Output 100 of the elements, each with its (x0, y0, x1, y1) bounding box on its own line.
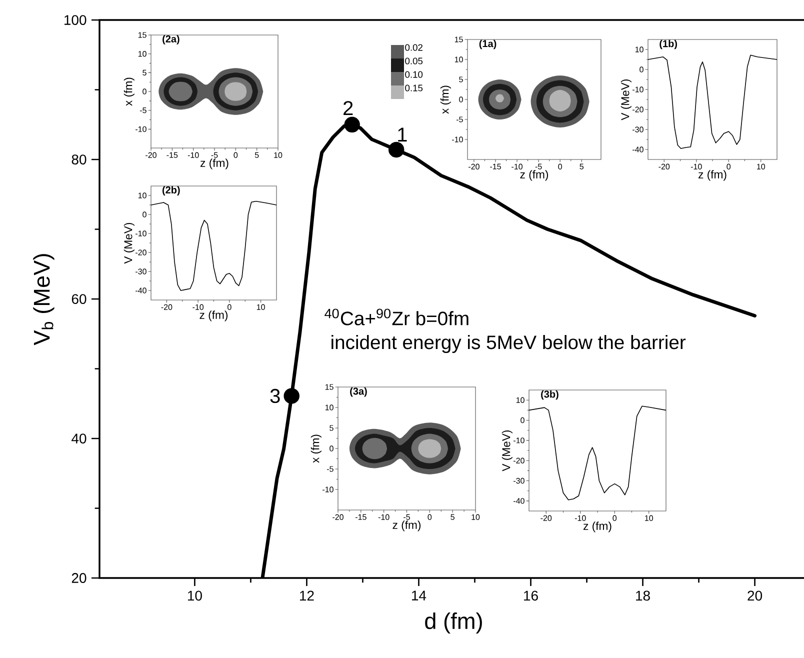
y-tick-label: -10 (136, 126, 146, 132)
x-tick-label: 0 (234, 152, 238, 158)
x-tick-label: 5 (580, 164, 584, 170)
y-tick-label: 0 (459, 96, 463, 102)
y-tick-label: -20 (136, 250, 146, 256)
y-tick-label: 5 (142, 70, 146, 76)
x-tick-label: 0 (428, 514, 432, 520)
x-tick-label: 16 (524, 590, 538, 601)
y-axis-title: x (fm) (124, 78, 134, 106)
y-tick-label: 5 (459, 76, 463, 82)
x-tick-label: 18 (636, 590, 650, 601)
line-series (648, 54, 778, 149)
y-tick-label: 0 (330, 446, 334, 452)
x-tick-label: 10 (188, 590, 202, 601)
x-axis-title: z (fm) (392, 520, 421, 532)
y-tick-label: -30 (514, 478, 524, 484)
x-tick-label: -5 (211, 152, 218, 158)
x-tick-label: -15 (166, 152, 178, 158)
point (284, 388, 300, 404)
x-tick-label: -10 (574, 515, 586, 521)
x-tick-label: 14 (412, 590, 426, 600)
y-tick-label: -40 (632, 146, 644, 152)
y-tick-label: 40 (72, 434, 86, 444)
legend-label: 0.02 (405, 44, 422, 51)
y-tick-label: -20 (514, 458, 524, 464)
y-tick-label: -10 (632, 86, 644, 92)
y-tick-label: 15 (325, 384, 334, 390)
point (344, 116, 360, 133)
y-tick-label: 0 (640, 66, 644, 72)
chart-title: (3b) (541, 390, 558, 400)
y-tick-label: 10 (635, 46, 644, 52)
y-tick-label: 5 (330, 425, 334, 431)
y-tick-label: 15 (454, 36, 463, 42)
x-tick-label: 10 (256, 304, 265, 310)
line-series (529, 406, 666, 500)
chart-title: (3a) (350, 387, 367, 397)
y-tick-label: -30 (632, 126, 644, 132)
y-tick-label: -20 (632, 106, 644, 112)
x-tick-label: -20 (468, 164, 480, 170)
x-axis-title: z (fm) (200, 158, 228, 170)
y-tick-label: 10 (454, 56, 463, 62)
x-tick-label: -5 (535, 164, 542, 170)
x-tick-label: 0 (228, 304, 232, 310)
y-tick-label: 80 (72, 154, 86, 164)
y-tick-label: 0 (142, 88, 146, 94)
x-tick-label: -10 (188, 152, 199, 158)
x-tick-label: 10 (645, 515, 654, 521)
x-axis-title: z (fm) (200, 310, 228, 322)
x-tick-label: -10 (690, 164, 702, 170)
x-tick-label: 10 (274, 152, 282, 158)
y-tick-label: -10 (514, 438, 524, 444)
y-axis-title: V$_{b}$ (MeV) (33, 254, 54, 346)
x-tick-label: 20 (748, 590, 762, 601)
x-tick-label: -15 (355, 514, 366, 520)
legend-label: 0.05 (405, 58, 423, 64)
y-tick-label: -5 (326, 466, 334, 472)
x-tick-label: 10 (472, 514, 480, 520)
x-axis-title: d (fm) (425, 612, 482, 634)
chart-title: (2a) (162, 35, 180, 44)
point (388, 142, 404, 158)
y-axis-title: x (fm) (440, 86, 451, 114)
annotation: $^{40}$Ca+$^{90}$Zr b=0fm (324, 308, 468, 326)
y-tick-label: -40 (514, 498, 524, 504)
x-tick-label: -20 (540, 515, 552, 521)
y-axis-title: V (MeV) (502, 430, 512, 472)
x-tick-label: 10 (757, 164, 766, 170)
y-tick-label: -5 (456, 116, 463, 122)
y-tick-label: 100 (64, 15, 86, 25)
annotation: 1 (398, 128, 407, 142)
y-axis-title: V (MeV) (124, 222, 134, 264)
y-tick-label: -10 (322, 486, 334, 492)
x-tick-label: 12 (300, 590, 314, 600)
x-tick-label: -20 (161, 304, 172, 310)
y-axis-title: x (fm) (310, 434, 322, 463)
y-tick-label: 15 (138, 32, 146, 38)
x-tick-label: -5 (404, 514, 410, 520)
x-axis-title: z (fm) (583, 522, 612, 532)
x-tick-label: -15 (490, 164, 501, 170)
annotation: incident energy is 5MeV below the barrier (332, 334, 686, 354)
annotation: 2 (344, 101, 353, 116)
y-tick-label: 10 (138, 51, 146, 57)
x-tick-label: 0 (612, 515, 617, 521)
y-tick-label: -10 (136, 230, 146, 236)
x-tick-label: -20 (658, 164, 670, 170)
y-tick-label: 10 (516, 397, 524, 403)
x-tick-label: 5 (450, 514, 454, 520)
y-tick-label: 0 (142, 212, 146, 218)
x-axis-title: z (fm) (520, 170, 548, 181)
y-tick-label: -10 (452, 136, 463, 142)
legend-label: 0.10 (405, 71, 423, 78)
line-series (151, 200, 276, 291)
x-tick-label: 5 (254, 152, 259, 158)
chart-title: (1b) (660, 40, 677, 50)
chart-title: (1a) (479, 40, 496, 50)
y-tick-label: 0 (520, 417, 524, 424)
y-tick-label: -40 (136, 288, 146, 294)
annotation: 3 (270, 388, 280, 404)
y-axis-title: V (MeV) (620, 79, 632, 120)
y-tick-label: -5 (140, 108, 146, 114)
chart-title: (2b) (162, 186, 180, 196)
